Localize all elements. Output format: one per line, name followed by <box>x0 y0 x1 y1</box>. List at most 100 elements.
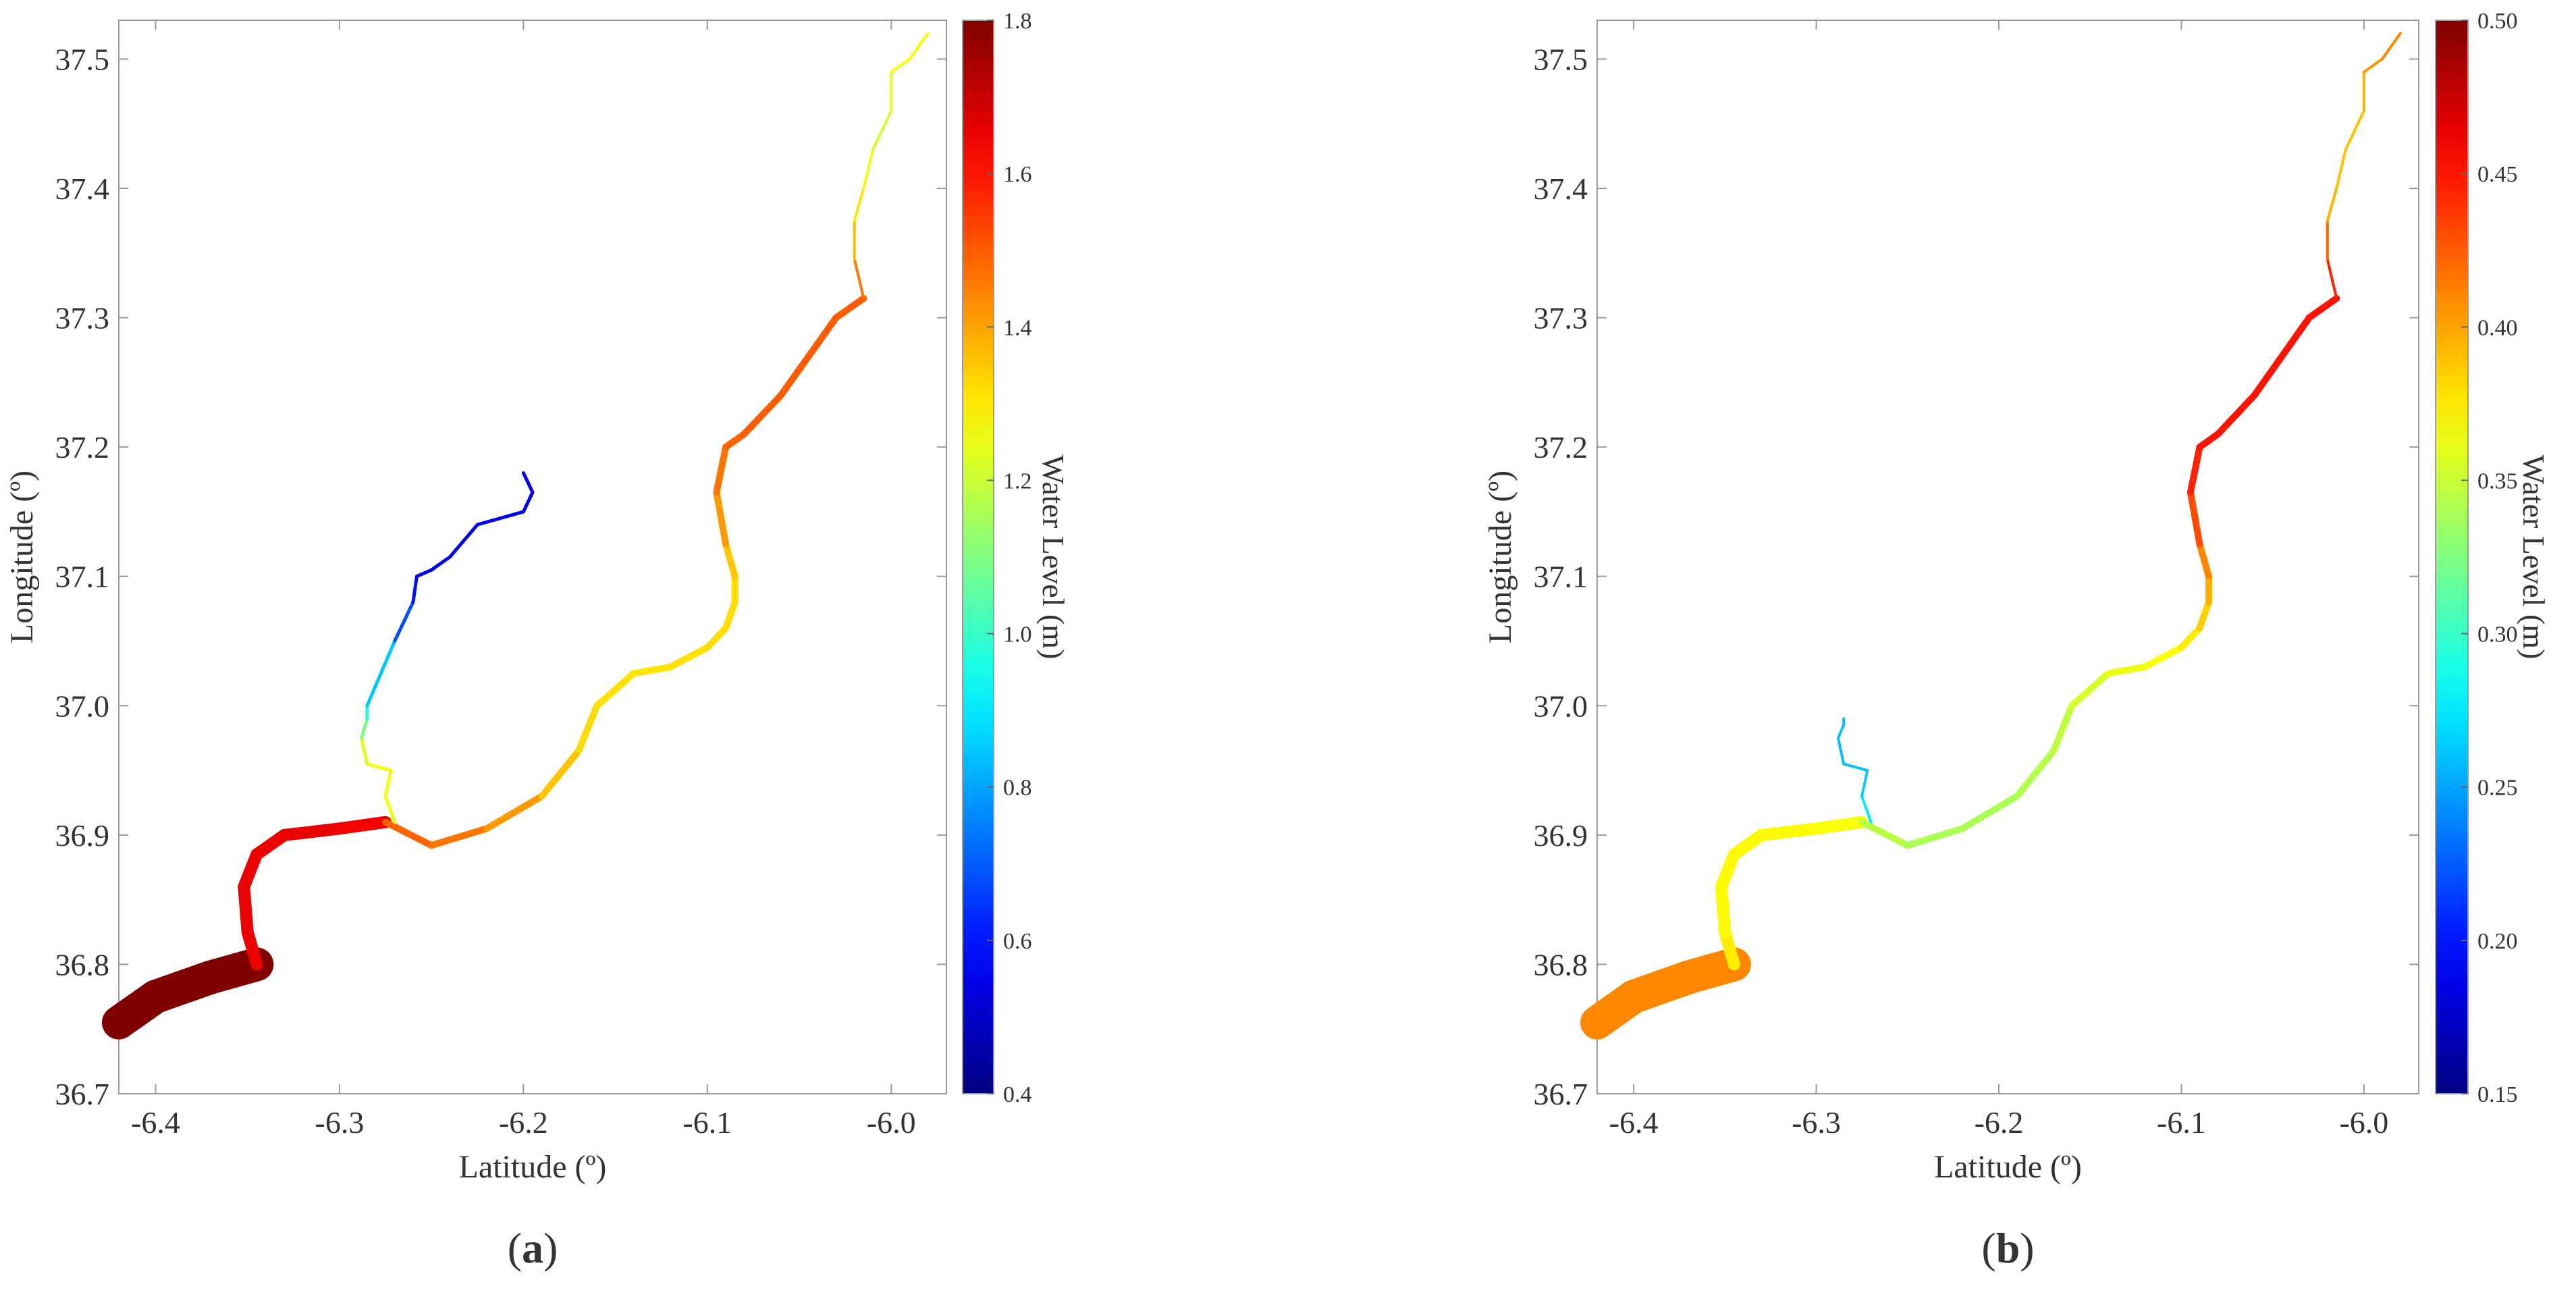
river-segment <box>1858 818 1911 849</box>
colorbar <box>2435 20 2469 1094</box>
river-segment <box>383 768 393 798</box>
river-series-4 <box>1837 717 1873 824</box>
y-tick-label: 36.7 <box>1534 1077 1588 1111</box>
colorbar-tick-label: 0.6 <box>1003 929 1032 954</box>
river-segment <box>382 818 435 849</box>
river-segment <box>1837 737 1846 766</box>
river-segment <box>908 45 921 61</box>
river-series-2 <box>1858 294 2340 849</box>
river-segment <box>853 187 865 222</box>
river-segment <box>1837 724 1846 740</box>
river-segment <box>722 599 739 632</box>
river-segment <box>2105 663 2149 677</box>
river-segment <box>2390 32 2402 48</box>
panel-a: -6.4 -6.3 -6.2 -6.1 -6.0 36.7 36.8 36.9 37.0 37.1… <box>4 9 1071 1272</box>
y-tick-label: 37.3 <box>55 301 110 336</box>
river-segment <box>483 793 545 832</box>
x-axis-title: Latitude (º) <box>459 1149 607 1185</box>
y-tick-label: 37.1 <box>55 560 110 594</box>
river-segment <box>2380 45 2393 61</box>
river-segment <box>1755 822 1823 841</box>
river-segment <box>238 880 254 938</box>
river-segment <box>777 340 822 399</box>
y-tick-label: 37.2 <box>1534 430 1588 464</box>
y-tick-label: 36.8 <box>55 947 110 982</box>
river-segment <box>853 258 865 300</box>
colorbar-tick-label: 1.8 <box>1003 9 1032 34</box>
x-tick-label: -6.0 <box>867 1105 916 1140</box>
colorbar-tick-label: 0.4 <box>1003 1082 1032 1107</box>
river-segment <box>703 624 730 652</box>
river-series-2 <box>382 294 867 849</box>
river-series-1 <box>238 816 392 971</box>
river-segment <box>2186 444 2203 496</box>
river-segment <box>1715 880 1732 938</box>
river-segment <box>917 32 930 48</box>
river-segment <box>722 540 739 580</box>
plot-frame <box>1596 20 2419 1094</box>
x-tick-label: -6.4 <box>1609 1105 1659 1140</box>
river-segment <box>1810 816 1869 835</box>
river-segment <box>1671 947 1751 994</box>
x-tick-label: -6.0 <box>2339 1105 2388 1140</box>
colorbar-tick-label: 1.6 <box>1003 162 1032 187</box>
colorbar-tick-label: 0.20 <box>2477 929 2518 954</box>
panel-caption: (a) <box>508 1224 558 1272</box>
y-tick-label: 36.8 <box>1534 947 1588 982</box>
river-segment <box>393 600 415 643</box>
river-segment <box>593 670 637 710</box>
river-segment <box>360 717 369 740</box>
panel-letter: b <box>1996 1224 2020 1272</box>
x-tick-label: -6.3 <box>1792 1105 1841 1140</box>
river-segment <box>2196 599 2212 632</box>
river-segment <box>2214 392 2258 437</box>
river-series-3 <box>2326 32 2402 300</box>
river-segment <box>2335 148 2347 190</box>
river-segment <box>365 639 397 708</box>
colorbar-tick-label: 0.45 <box>2477 162 2518 187</box>
y-axis-title: Longitude (º) <box>4 471 40 643</box>
river-segment <box>194 947 274 994</box>
colorbar-tick-label: 0.30 <box>2477 622 2518 647</box>
river-segment <box>741 392 784 437</box>
y-tick-label: 37.4 <box>55 171 110 206</box>
river-segment <box>2362 57 2384 74</box>
river-series-0 <box>1580 947 1751 1040</box>
river-segment <box>521 471 535 494</box>
y-tick-label: 37.0 <box>1534 689 1588 723</box>
y-tick-label: 37.3 <box>1534 301 1588 336</box>
colorbar-tick-label: 0.8 <box>1003 776 1032 801</box>
river-segment <box>2068 670 2112 710</box>
x-tick-label: -6.4 <box>131 1105 180 1140</box>
plot-frame <box>118 20 947 1094</box>
colorbar-title: Water Level (m) <box>2517 455 2551 660</box>
river-segment <box>448 523 479 559</box>
river-segment <box>278 822 346 841</box>
colorbar-tick-label: 0.35 <box>2477 469 2518 494</box>
river-segment <box>475 510 525 527</box>
y-tick-label: 37.1 <box>1534 560 1588 594</box>
y-tick-label: 36.7 <box>55 1077 110 1111</box>
y-axis-title: Longitude (º) <box>1482 471 1518 643</box>
x-tick-label: -6.3 <box>315 1105 365 1140</box>
colorbar-tick-label: 0.40 <box>2477 315 2518 340</box>
river-segment <box>2196 540 2212 580</box>
river-segment <box>2186 489 2203 548</box>
river-segment <box>2178 624 2203 652</box>
river-segment <box>713 444 730 496</box>
river-segment <box>429 555 452 572</box>
y-tick-label: 37.5 <box>55 42 110 76</box>
panel-letter: a <box>522 1224 543 1272</box>
river-segment <box>2287 314 2313 347</box>
river-segment <box>2014 747 2058 800</box>
river-segment <box>521 490 535 514</box>
colorbar-tick-label: 1.2 <box>1003 469 1032 494</box>
river-segment <box>2326 187 2338 222</box>
river-segment <box>814 314 840 347</box>
x-axis-title: Latitude (º) <box>1934 1149 2082 1185</box>
river-segment <box>2141 644 2185 670</box>
river-segment <box>2344 109 2365 151</box>
river-segment <box>713 489 730 548</box>
river-series-0 <box>102 947 274 1040</box>
